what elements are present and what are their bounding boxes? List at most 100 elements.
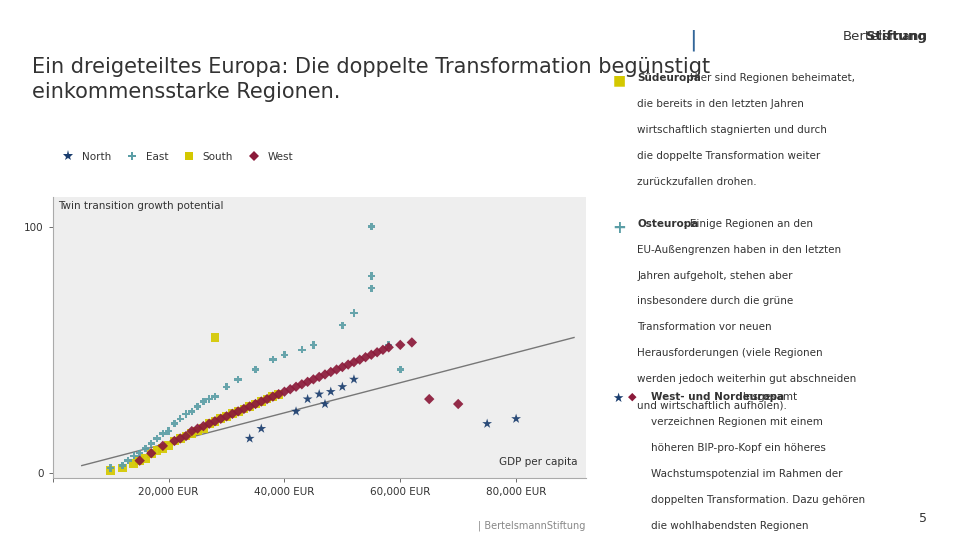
Point bbox=[132, 449, 147, 457]
Text: West- und Nordeuropa: West- und Nordeuropa bbox=[651, 392, 784, 402]
Point bbox=[138, 454, 154, 463]
Point bbox=[242, 434, 257, 443]
Point bbox=[161, 427, 177, 435]
Point bbox=[288, 407, 303, 416]
Point bbox=[150, 434, 165, 443]
Point bbox=[173, 415, 188, 423]
Legend: North, East, South, West: North, East, South, West bbox=[58, 152, 293, 162]
Point bbox=[132, 456, 147, 465]
Point bbox=[370, 348, 385, 356]
Point bbox=[364, 284, 379, 293]
Point bbox=[253, 424, 269, 433]
Point bbox=[173, 434, 188, 443]
Text: doppelten Transformation. Dazu gehören: doppelten Transformation. Dazu gehören bbox=[651, 495, 865, 505]
Point bbox=[103, 464, 118, 472]
Point bbox=[248, 400, 263, 408]
Point bbox=[207, 333, 223, 342]
Point bbox=[219, 412, 234, 421]
Point bbox=[253, 397, 269, 406]
Point bbox=[276, 387, 292, 396]
Point bbox=[225, 409, 240, 418]
Point bbox=[381, 341, 396, 349]
Point bbox=[404, 338, 420, 347]
Point bbox=[364, 222, 379, 231]
Point bbox=[120, 456, 135, 465]
Point bbox=[114, 461, 130, 470]
Text: Transformation vor neuen: Transformation vor neuen bbox=[637, 322, 772, 333]
Point bbox=[271, 390, 286, 399]
Point bbox=[341, 360, 356, 369]
Point bbox=[393, 341, 408, 349]
Point bbox=[318, 400, 333, 408]
Point bbox=[236, 404, 252, 413]
Point bbox=[242, 402, 257, 411]
Point bbox=[190, 427, 205, 435]
Text: ■: ■ bbox=[612, 73, 626, 87]
Point bbox=[225, 409, 240, 418]
Point bbox=[207, 392, 223, 401]
Point bbox=[305, 341, 321, 349]
Point bbox=[248, 365, 263, 374]
Point bbox=[324, 387, 339, 396]
Point bbox=[329, 365, 345, 374]
Point bbox=[184, 429, 200, 438]
Point bbox=[364, 350, 379, 359]
Point bbox=[213, 415, 228, 423]
Point bbox=[114, 464, 130, 472]
Text: : Insgesamt: : Insgesamt bbox=[736, 392, 798, 402]
Point bbox=[190, 424, 205, 433]
Point bbox=[219, 382, 234, 391]
Point bbox=[364, 272, 379, 280]
Point bbox=[167, 420, 182, 428]
Text: Jahren aufgeholt, stehen aber: Jahren aufgeholt, stehen aber bbox=[637, 271, 793, 281]
Point bbox=[253, 397, 269, 406]
Text: : Einige Regionen an den: : Einige Regionen an den bbox=[684, 219, 813, 229]
Text: EU-Außengrenzen haben in den letzten: EU-Außengrenzen haben in den letzten bbox=[637, 245, 842, 255]
Text: ◆: ◆ bbox=[628, 392, 636, 402]
Text: insbesondere durch die grüne: insbesondere durch die grüne bbox=[637, 296, 794, 307]
Text: Wachstumspotenzial im Rahmen der: Wachstumspotenzial im Rahmen der bbox=[651, 469, 842, 480]
Text: die wohlhabendsten Regionen: die wohlhabendsten Regionen bbox=[651, 521, 808, 531]
Text: +: + bbox=[612, 219, 626, 237]
Point bbox=[381, 343, 396, 352]
Point bbox=[202, 420, 217, 428]
Text: verzeichnen Regionen mit einem: verzeichnen Regionen mit einem bbox=[651, 417, 823, 428]
Point bbox=[190, 402, 205, 411]
Point bbox=[150, 447, 165, 455]
Text: GDP per capita: GDP per capita bbox=[499, 457, 578, 467]
Text: Südeuropa: Südeuropa bbox=[637, 73, 702, 83]
Point bbox=[144, 449, 159, 457]
Point bbox=[335, 321, 350, 329]
Point bbox=[248, 400, 263, 408]
Point bbox=[213, 415, 228, 423]
Point bbox=[259, 395, 275, 403]
Point bbox=[167, 437, 182, 445]
Point bbox=[347, 308, 362, 317]
Point bbox=[207, 417, 223, 426]
Point bbox=[184, 407, 200, 416]
Point bbox=[196, 424, 211, 433]
Text: : Hier sind Regionen beheimatet,: : Hier sind Regionen beheimatet, bbox=[684, 73, 855, 83]
Point bbox=[144, 439, 159, 448]
Text: Ein dreigeteiltes Europa: Die doppelte Transformation begünstigt
einkommensstark: Ein dreigeteiltes Europa: Die doppelte T… bbox=[32, 57, 709, 102]
Point bbox=[421, 395, 437, 403]
Point bbox=[335, 363, 350, 372]
Text: Osteuropa: Osteuropa bbox=[637, 219, 699, 229]
Point bbox=[300, 377, 315, 386]
Point bbox=[300, 395, 315, 403]
Point bbox=[230, 407, 246, 416]
Point bbox=[324, 368, 339, 376]
Text: Bertelsmann: Bertelsmann bbox=[842, 30, 927, 43]
Point bbox=[156, 429, 171, 438]
Point bbox=[173, 434, 188, 443]
Text: die bereits in den letzten Jahren: die bereits in den letzten Jahren bbox=[637, 99, 804, 109]
Point bbox=[144, 449, 159, 457]
Point bbox=[184, 427, 200, 435]
Point bbox=[312, 373, 327, 381]
Text: ★: ★ bbox=[612, 392, 624, 404]
Point bbox=[242, 402, 257, 411]
Point bbox=[236, 404, 252, 413]
Point bbox=[230, 407, 246, 416]
Text: 5: 5 bbox=[920, 512, 927, 525]
Point bbox=[202, 420, 217, 428]
